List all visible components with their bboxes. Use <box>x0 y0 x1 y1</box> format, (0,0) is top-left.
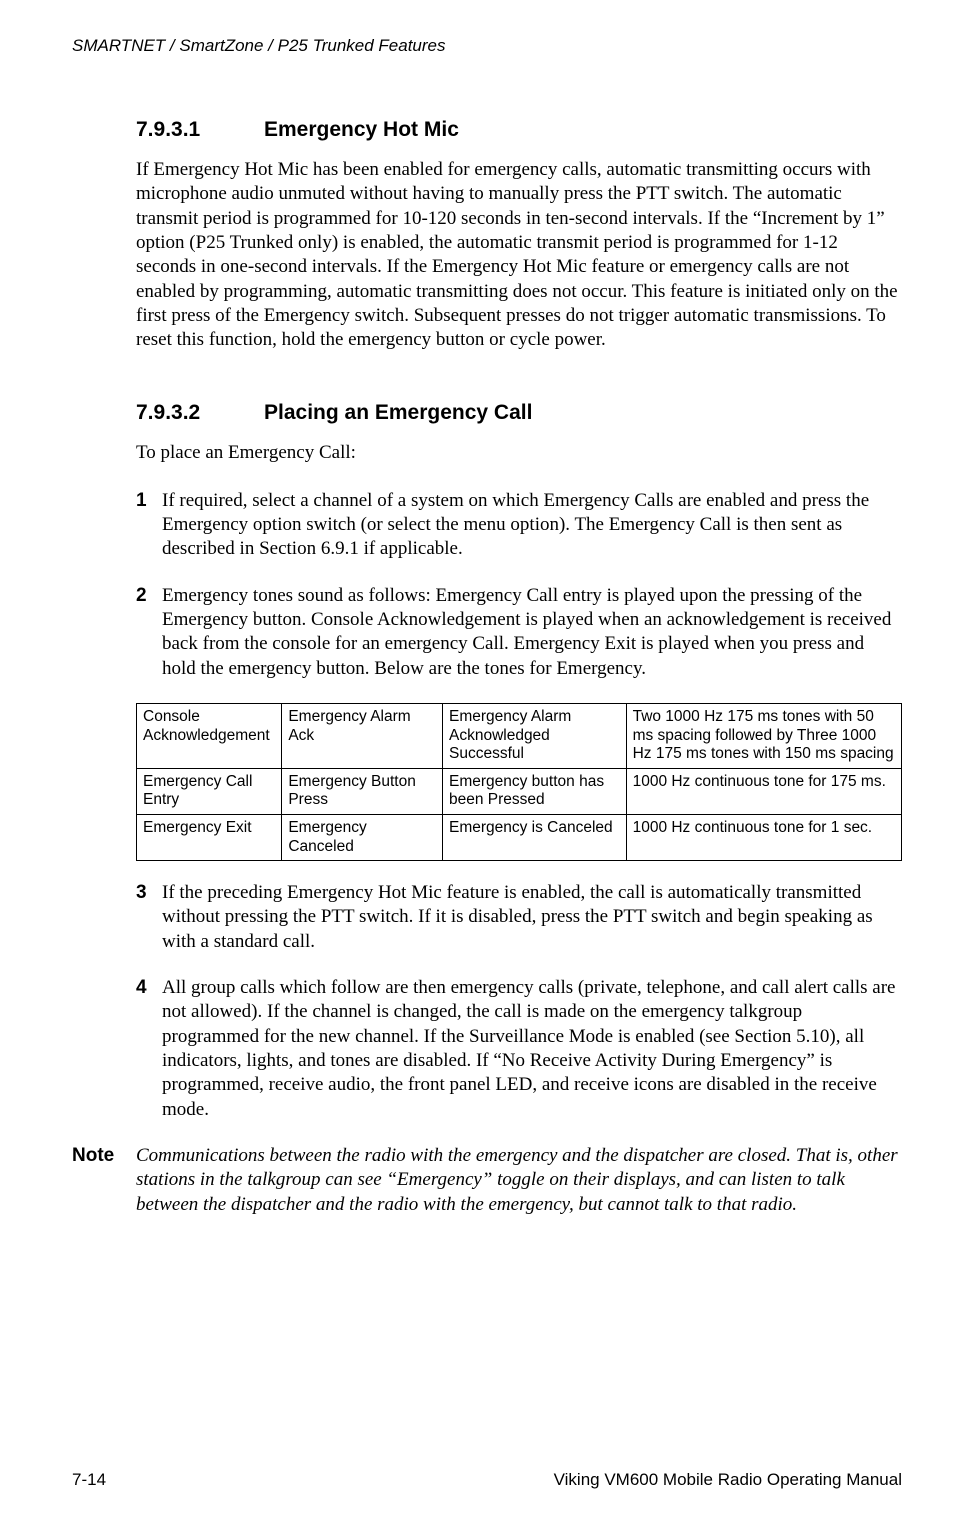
page-footer: 7-14 Viking VM600 Mobile Radio Operating… <box>72 1470 902 1490</box>
list-item-text: If the preceding Emergency Hot Mic featu… <box>162 881 902 954</box>
list-item-number: 4 <box>136 976 162 1122</box>
list-item: 1 If required, select a channel of a sys… <box>136 489 902 562</box>
table-cell: Emergency Button Press <box>282 768 443 814</box>
section-heading-placing-call: 7.9.3.2Placing an Emergency Call <box>136 401 902 425</box>
table-cell: 1000 Hz continuous tone for 175 ms. <box>626 768 901 814</box>
section-title: Emergency Hot Mic <box>264 118 459 141</box>
page-number: 7-14 <box>72 1470 106 1490</box>
table-cell: Emergency Canceled <box>282 814 443 860</box>
section-number: 7.9.3.1 <box>136 118 264 142</box>
section-paragraph: If Emergency Hot Mic has been enabled fo… <box>136 158 902 353</box>
list-item: 4 All group calls which follow are then … <box>136 976 902 1122</box>
manual-title: Viking VM600 Mobile Radio Operating Manu… <box>554 1470 902 1490</box>
table-row: Emergency Exit Emergency Canceled Emerge… <box>137 814 902 860</box>
table-cell: Emergency Alarm Acknowledged Successful <box>442 704 626 769</box>
table-cell: Emergency is Canceled <box>442 814 626 860</box>
list-item-number: 3 <box>136 881 162 954</box>
table-cell: Emergency Alarm Ack <box>282 704 443 769</box>
list-item-number: 1 <box>136 489 162 562</box>
note-block: Note Communications between the radio wi… <box>136 1144 902 1217</box>
table-cell: Emergency Exit <box>137 814 282 860</box>
list-item-text: All group calls which follow are then em… <box>162 976 902 1122</box>
section-title: Placing an Emergency Call <box>264 401 532 424</box>
running-head: SMARTNET / SmartZone / P25 Trunked Featu… <box>72 36 902 56</box>
table-row: Emergency Call Entry Emergency Button Pr… <box>137 768 902 814</box>
section-heading-hot-mic: 7.9.3.1Emergency Hot Mic <box>136 118 902 142</box>
note-label: Note <box>72 1144 136 1217</box>
list-item-number: 2 <box>136 584 162 681</box>
table-row: Console Acknowledgement Emergency Alarm … <box>137 704 902 769</box>
main-content: 7.9.3.1Emergency Hot Mic If Emergency Ho… <box>136 118 902 1217</box>
list-item-text: Emergency tones sound as follows: Emerge… <box>162 584 902 681</box>
table-cell: Emergency Call Entry <box>137 768 282 814</box>
list-item: 3 If the preceding Emergency Hot Mic fea… <box>136 881 902 954</box>
note-text: Communications between the radio with th… <box>136 1144 902 1217</box>
section-number: 7.9.3.2 <box>136 401 264 425</box>
emergency-tones-table: Console Acknowledgement Emergency Alarm … <box>136 703 902 861</box>
table-cell: Console Acknowledgement <box>137 704 282 769</box>
list-item-text: If required, select a channel of a syste… <box>162 489 902 562</box>
table-cell: Two 1000 Hz 175 ms tones with 50 ms spac… <box>626 704 901 769</box>
list-item: 2 Emergency tones sound as follows: Emer… <box>136 584 902 681</box>
table-cell: Emergency button has been Pressed <box>442 768 626 814</box>
table-cell: 1000 Hz continuous tone for 1 sec. <box>626 814 901 860</box>
intro-line: To place an Emergency Call: <box>136 441 902 465</box>
